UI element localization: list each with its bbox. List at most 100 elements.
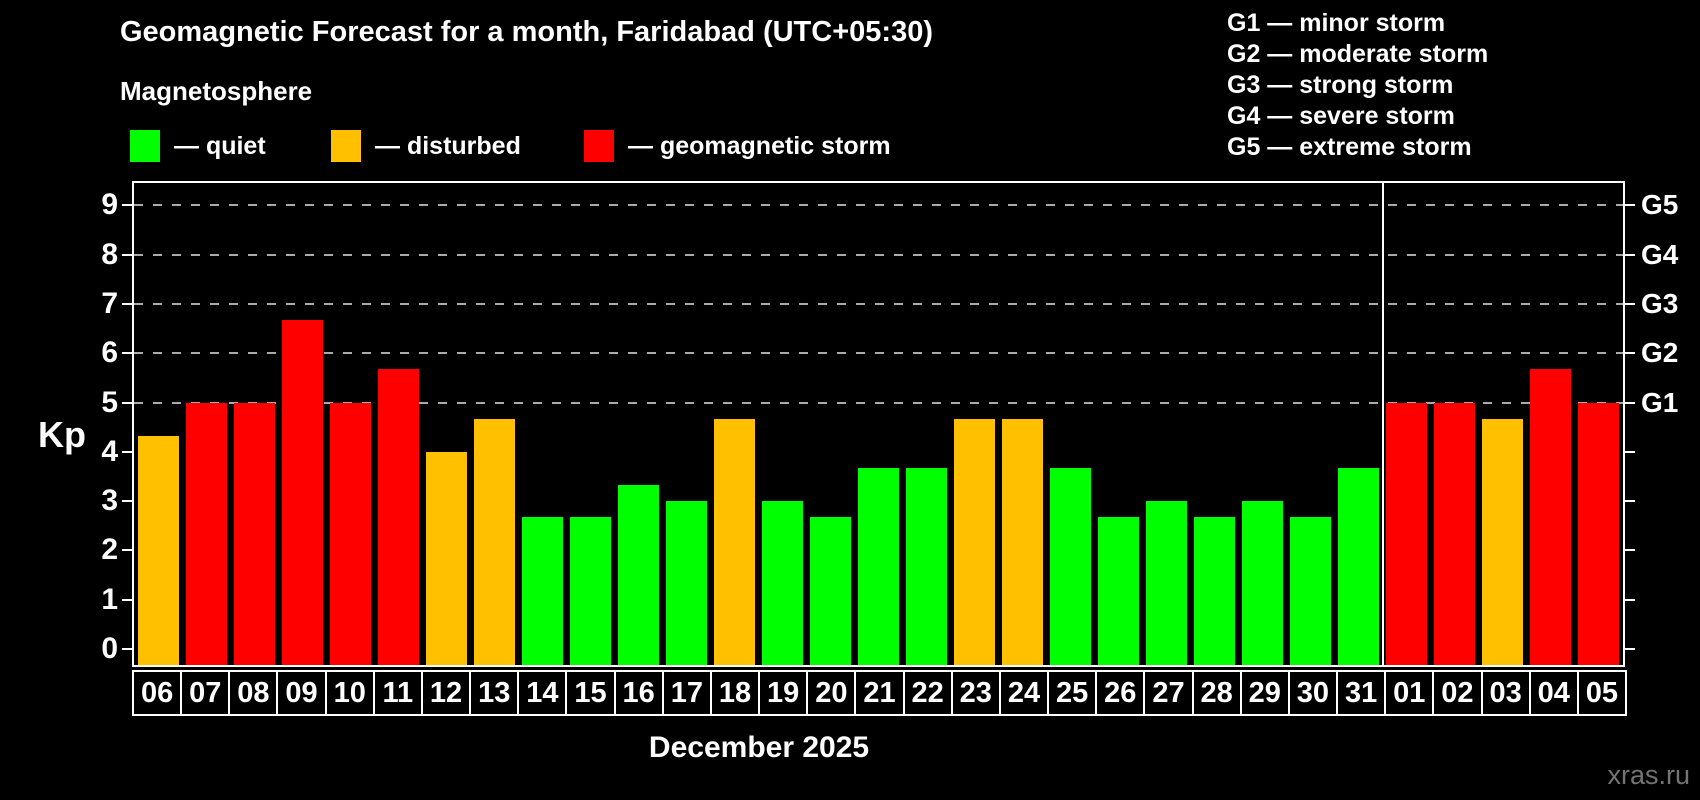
day-label-17: 17 [661, 670, 712, 716]
kp-bar-day-04 [1530, 369, 1572, 665]
legend-item-quiet: — quiet [130, 128, 266, 164]
y-axis-label-1: 1 [101, 582, 118, 616]
kp-bar-day-31 [1338, 468, 1380, 665]
disturbed-color-swatch [331, 130, 361, 162]
day-label-22: 22 [902, 670, 953, 716]
magnetosphere-label: Magnetosphere [120, 76, 313, 106]
right-axis-label-g5: G5 [1641, 189, 1679, 221]
day-label-26: 26 [1095, 670, 1146, 716]
kp-bar-day-20 [809, 517, 851, 665]
right-axis-label-g2: G2 [1641, 337, 1679, 369]
plot-area: G1 G2 G3 G4 G5 0 1 2 3 4 5 6 7 8 9 [101, 181, 1678, 667]
kp-bar-day-28 [1194, 517, 1236, 665]
y-tick-right-6 [1625, 352, 1635, 355]
kp-bar-day-30 [1290, 517, 1332, 665]
y-tick-right-8 [1625, 253, 1635, 256]
legend-storm-label: — geomagnetic storm [628, 131, 891, 160]
day-label-23: 23 [950, 670, 1001, 716]
g-scale-legend-line: G1 — minor storm [1227, 9, 1446, 37]
day-label-03: 03 [1480, 670, 1531, 716]
y-tick-right-1 [1625, 598, 1635, 601]
kp-bar-day-21 [858, 468, 899, 665]
gridline-kp5 [134, 401, 1623, 404]
day-label-05: 05 [1576, 670, 1627, 716]
y-tick-right-0 [1625, 648, 1635, 650]
y-tick-left-7 [122, 302, 132, 305]
kp-bar-day-06 [137, 435, 179, 665]
day-label-12: 12 [420, 670, 472, 716]
day-label-30: 30 [1287, 670, 1339, 716]
storm-color-swatch [584, 130, 614, 162]
kp-bar-day-08 [233, 402, 275, 665]
legend-disturbed-label: — disturbed [375, 131, 521, 160]
day-label-29: 29 [1239, 670, 1290, 716]
y-axis-label-0: 0 [101, 632, 118, 665]
y-tick-right-4 [1625, 450, 1635, 453]
y-axis-label-6: 6 [101, 336, 118, 370]
y-axis-label-8: 8 [101, 237, 118, 271]
month-boundary-line [1381, 183, 1384, 665]
y-tick-left-1 [122, 598, 132, 601]
x-axis-day-labels: 06 07 08 09 10 11 12 13 14 15 16 17 18 19 20 21 22 23 24 25… [132, 670, 1627, 716]
right-axis-label-g3: G3 [1641, 287, 1679, 319]
kp-bar-day-16 [617, 484, 659, 665]
day-label-08: 08 [228, 670, 279, 716]
kp-bar-day-10 [329, 402, 371, 665]
g-scale-legend-line: G4 — severe storm [1227, 102, 1455, 130]
kp-bar-day-27 [1146, 501, 1188, 665]
gridline-kp7 [134, 302, 1623, 305]
day-label-24: 24 [998, 670, 1050, 716]
gridline-kp8 [134, 253, 1623, 256]
g-scale-legend-line: G5 — extreme storm [1227, 133, 1472, 161]
day-label-10: 10 [324, 670, 375, 716]
kp-bar-day-26 [1098, 517, 1140, 665]
y-tick-left-5 [122, 401, 132, 404]
day-label-18: 18 [709, 670, 761, 716]
y-axis-label-9: 9 [101, 188, 118, 222]
gridline-kp6 [134, 352, 1623, 355]
kp-bar-day-19 [761, 501, 803, 665]
g-scale-legend: G1 — minor storm G2 — moderate storm G3 — … [1227, 8, 1488, 163]
day-label-13: 13 [469, 670, 520, 716]
day-label-25: 25 [1047, 670, 1098, 716]
watermark: xras.ru [1607, 760, 1690, 790]
y-axis-label-5: 5 [101, 385, 118, 419]
day-label-31: 31 [1336, 670, 1387, 716]
y-tick-right-5 [1625, 401, 1635, 404]
day-label-15: 15 [565, 670, 616, 716]
y-axis-label-4: 4 [101, 434, 118, 468]
day-label-02: 02 [1432, 670, 1483, 716]
kp-bar-day-09 [281, 320, 323, 665]
kp-bar-day-13 [473, 418, 515, 665]
kp-bar-day-12 [425, 451, 467, 665]
kp-bar-day-07 [185, 402, 227, 665]
day-label-11: 11 [372, 670, 423, 716]
y-tick-left-0 [122, 648, 132, 650]
kp-bar-day-11 [377, 369, 419, 665]
kp-bar-day-29 [1242, 501, 1284, 665]
kp-bar-day-17 [665, 501, 707, 665]
kp-bar-day-05 [1578, 402, 1620, 665]
y-tick-right-9 [1625, 204, 1635, 207]
legend-item-disturbed: — disturbed [331, 128, 521, 164]
right-axis-label-g1: G1 [1641, 386, 1679, 418]
day-label-20: 20 [806, 670, 857, 716]
quiet-color-swatch [130, 130, 160, 162]
g-scale-legend-line: G3 — strong storm [1227, 71, 1454, 99]
page-title: Geomagnetic Forecast for a month, Farida… [120, 16, 933, 48]
day-label-01: 01 [1384, 670, 1435, 716]
y-tick-left-9 [122, 204, 132, 207]
kp-bar-day-18 [713, 418, 755, 665]
kp-bar-day-25 [1050, 468, 1092, 665]
g-scale-legend-line: G2 — moderate storm [1227, 40, 1489, 68]
day-label-21: 21 [854, 670, 905, 716]
y-tick-left-6 [122, 352, 132, 355]
day-label-09: 09 [276, 670, 327, 716]
y-axis-title: Kp [38, 414, 86, 455]
day-label-06: 06 [132, 670, 183, 716]
y-tick-left-3 [122, 500, 132, 503]
day-label-27: 27 [1143, 670, 1194, 716]
y-tick-right-2 [1625, 549, 1635, 552]
kp-bar-day-24 [1002, 418, 1044, 665]
